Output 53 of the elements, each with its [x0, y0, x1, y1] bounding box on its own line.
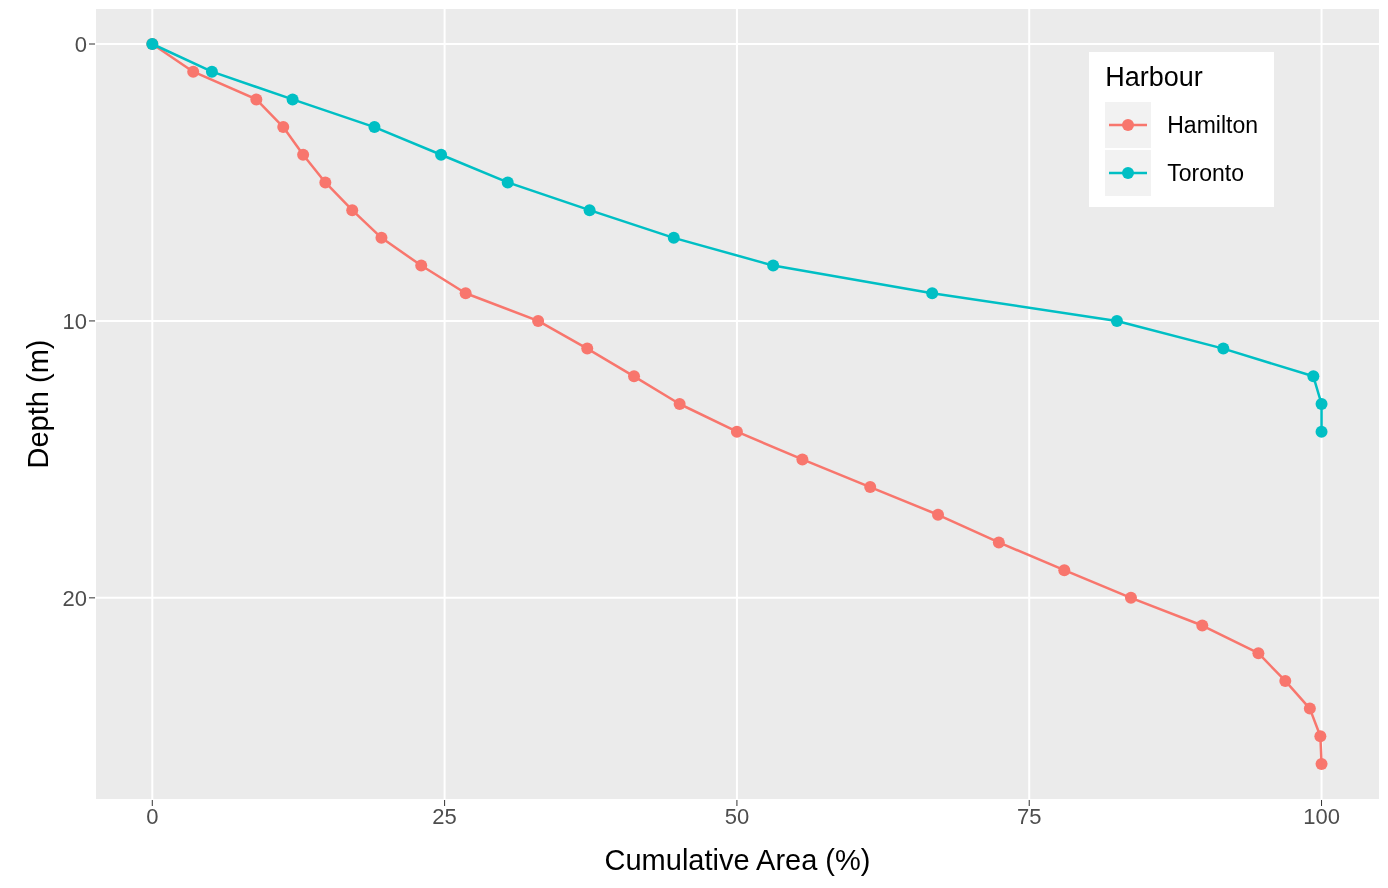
point — [864, 481, 877, 494]
point — [319, 176, 332, 189]
point — [375, 231, 388, 244]
point — [286, 93, 299, 106]
x-axis-title: Cumulative Area (%) — [604, 844, 871, 876]
point — [1252, 647, 1265, 660]
point — [583, 204, 596, 217]
point — [1315, 758, 1328, 770]
point — [1303, 702, 1316, 715]
point — [767, 259, 780, 272]
point — [277, 121, 290, 134]
y-axis-title: Depth (m) — [22, 339, 55, 469]
point — [368, 121, 381, 134]
legend-label: Toronto — [1167, 159, 1244, 187]
point — [1315, 425, 1328, 438]
y-tick-label: 0 — [74, 31, 87, 57]
point — [673, 398, 686, 410]
legend-label: Hamilton — [1167, 111, 1258, 139]
point — [205, 65, 218, 78]
point — [1279, 674, 1292, 687]
point — [581, 342, 594, 355]
point — [532, 314, 545, 327]
x-tick-label: 0 — [146, 803, 159, 829]
y-tick-label: 20 — [62, 585, 87, 611]
point — [1314, 730, 1327, 743]
point — [501, 176, 514, 189]
point — [1110, 314, 1123, 327]
point — [926, 287, 939, 300]
point — [187, 65, 200, 78]
point — [297, 148, 310, 161]
point — [1196, 619, 1209, 632]
point — [932, 508, 945, 521]
y-tick-label: 10 — [62, 308, 87, 334]
point — [1058, 564, 1071, 577]
x-tick-label: 50 — [724, 803, 750, 829]
x-tick-label: 75 — [1016, 803, 1042, 829]
point — [667, 231, 680, 244]
point — [628, 370, 641, 383]
legend-title: Harbour — [1105, 62, 1204, 93]
point — [796, 453, 809, 466]
x-tick-label: 100 — [1303, 803, 1340, 829]
point — [1217, 342, 1230, 355]
x-tick-label: 25 — [432, 803, 457, 829]
point — [415, 259, 428, 272]
point — [1307, 370, 1320, 383]
point — [250, 93, 263, 106]
point — [1124, 591, 1137, 604]
point — [992, 536, 1005, 549]
point — [1315, 398, 1328, 410]
point — [459, 287, 472, 300]
point — [435, 148, 448, 161]
point — [346, 204, 359, 217]
point — [730, 425, 743, 438]
